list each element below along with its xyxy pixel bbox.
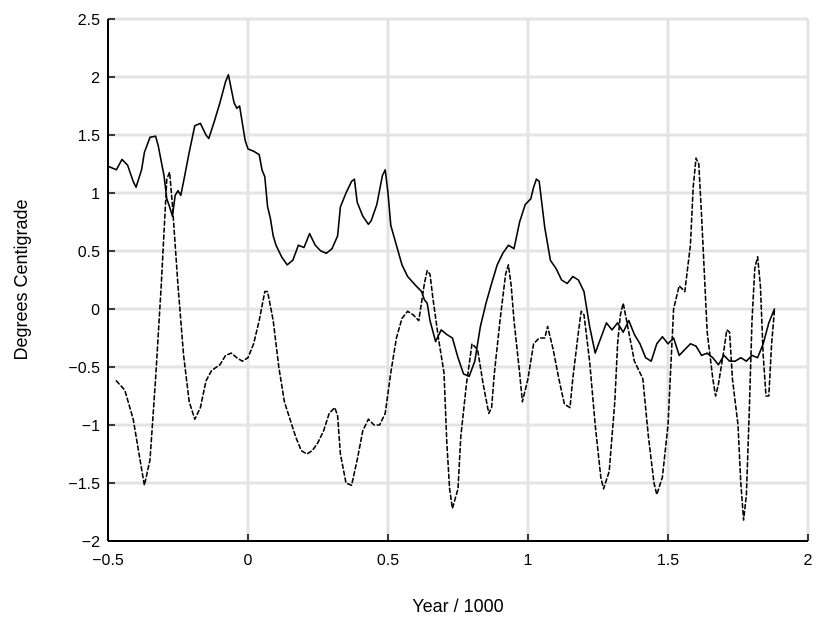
x-tick-label: −0.5 bbox=[92, 552, 124, 569]
y-tick-label: 2.5 bbox=[78, 12, 100, 29]
y-tick-label: −1.5 bbox=[68, 476, 100, 493]
x-tick-label: 1.5 bbox=[657, 552, 679, 569]
x-axis-ticks: −0.5 0 0.5 1 1.5 2 bbox=[92, 534, 813, 569]
grid-lines bbox=[108, 17, 810, 541]
axes bbox=[107, 19, 808, 542]
y-tick-label: 1 bbox=[91, 186, 100, 203]
y-tick-label: −2 bbox=[82, 534, 100, 551]
y-tick-label: 0.5 bbox=[78, 244, 100, 261]
y-tick-label: 0 bbox=[91, 302, 100, 319]
series-lines bbox=[107, 73, 776, 521]
y-tick-label: 1.5 bbox=[78, 128, 100, 145]
y-axis-ticks: −2 −1.5 −1 −0.5 0 0.5 1 1.5 2 2.5 bbox=[68, 12, 115, 551]
y-tick-label: −0.5 bbox=[68, 360, 100, 377]
dashed-series-line bbox=[115, 157, 776, 521]
x-tick-label: 2 bbox=[804, 552, 813, 569]
x-tick-label: 1 bbox=[524, 552, 533, 569]
y-tick-label: 2 bbox=[91, 70, 100, 87]
y-axis-title: Degrees Centigrade bbox=[11, 199, 31, 360]
solid-series-line bbox=[107, 73, 776, 378]
y-tick-label: −1 bbox=[82, 418, 100, 435]
x-tick-label: 0.5 bbox=[377, 552, 399, 569]
x-tick-label: 0 bbox=[244, 552, 253, 569]
x-axis-title: Year / 1000 bbox=[412, 596, 503, 616]
